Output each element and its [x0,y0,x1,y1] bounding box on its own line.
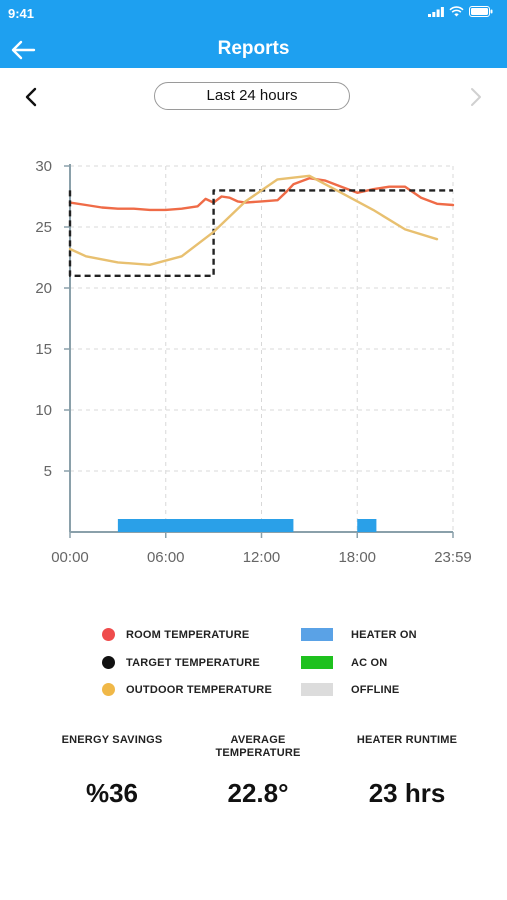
x-tick-label: 18:00 [338,549,376,566]
average-temperature-label: AVERAGE TEMPERATURE [188,734,328,760]
chevron-right-icon[interactable] [465,86,485,108]
temperature-chart: 5 10 15 20 25 30 00:00 06:00 12:00 18:00 23:59 [35,158,472,566]
average-temperature-label-line1: AVERAGE [230,734,286,746]
energy-savings-value: %36 [85,778,139,808]
signal-icon [428,6,444,17]
y-tick-label: 20 [35,280,52,297]
status-icons [428,6,493,17]
x-tick-label: 00:00 [51,549,89,566]
y-tick-label: 10 [35,402,52,419]
battery-icon [469,6,493,17]
legend-swatch [301,683,333,696]
outdoor-temperature-line [68,174,439,266]
x-tick-label: 12:00 [243,549,281,566]
y-tick-label: 30 [35,158,52,175]
page-title: Reports [217,38,290,59]
x-tick-label: 06:00 [147,549,185,566]
legend-swatch [102,656,115,669]
x-tick-label: 23:59 [434,549,472,566]
legend-label: TARGET TEMPERATURE [126,656,260,669]
legend-label: AC ON [351,656,388,669]
legend-item-offline: OFFLINE [301,683,399,696]
heater-on-band [117,519,294,532]
legend-label: OFFLINE [351,683,400,696]
legend-swatch [301,656,333,669]
y-tick-label: 25 [35,219,52,236]
legend-swatch [102,683,115,696]
legend-label: ROOM TEMPERATURE [126,628,250,641]
wifi-icon [449,6,464,17]
energy-savings-label: ENERGY SAVINGS [61,734,163,746]
legend-item-room-temperature: ROOM TEMPERATURE [102,628,249,641]
legend-swatch [102,628,115,641]
time-range-selector[interactable]: Last 24 hours [154,82,350,110]
heater-runtime-value: 23 hrs [368,778,446,808]
legend-label: HEATER ON [351,628,417,641]
heater-on-band [357,519,377,532]
chevron-left-icon[interactable] [22,86,42,108]
legend-swatch [301,628,333,641]
heater-runtime-label: HEATER RUNTIME [356,734,458,746]
status-time: 9:41 [8,6,35,21]
average-temperature-value: 22.8° [227,778,289,808]
legend-label: OUTDOOR TEMPERATURE [126,683,272,696]
legend-item-ac-on: AC ON [301,656,387,669]
y-tick-label: 15 [35,341,52,358]
legend-item-outdoor-temperature: OUTDOOR TEMPERATURE [102,683,272,696]
legend-item-heater-on: HEATER ON [301,628,417,641]
average-temperature-label-line2: TEMPERATURE [215,747,301,759]
back-arrow-icon[interactable] [10,38,36,62]
target-temperature-line [68,189,453,277]
y-tick-label: 5 [44,463,52,480]
legend-item-target-temperature: TARGET TEMPERATURE [102,656,260,669]
app-header: 9:41 Reports [0,0,507,68]
